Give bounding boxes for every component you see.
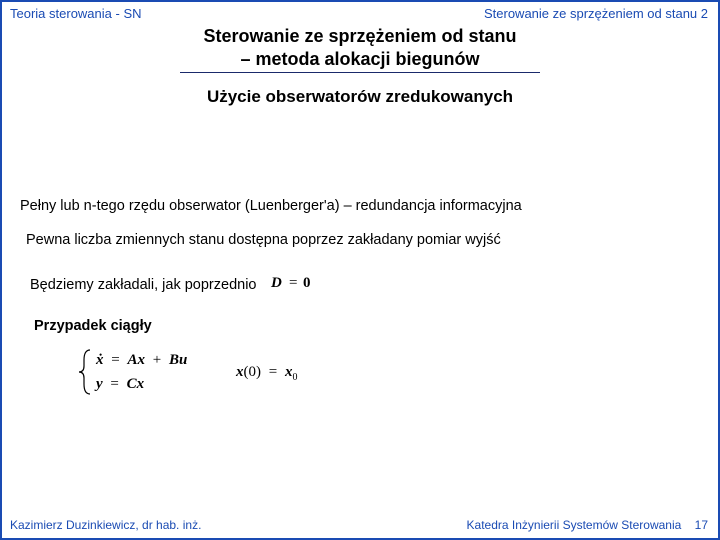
slide-footer: Kazimierz Duzinkiewicz, dr hab. inż. Kat… bbox=[2, 518, 718, 534]
equation-d-zero: D = 0 bbox=[269, 272, 323, 299]
title-line-2: – metoda alokacji biegunów bbox=[180, 48, 540, 71]
equation-system: ẋ = Ax + Bu y = Cx x(0) = x0 bbox=[76, 346, 704, 403]
svg-text:D: D bbox=[270, 275, 282, 291]
slide-header: Teoria sterowania - SN Sterowanie ze spr… bbox=[2, 2, 718, 23]
header-right: Sterowanie ze sprzężeniem od stanu 2 bbox=[484, 6, 708, 21]
svg-text:=: = bbox=[289, 275, 297, 291]
title-line-1: Sterowanie ze sprzężeniem od stanu bbox=[180, 25, 540, 48]
footer-left: Kazimierz Duzinkiewicz, dr hab. inż. bbox=[10, 518, 201, 532]
svg-text:ẋ = Ax: ẋ = Ax + Bu bbox=[95, 352, 187, 368]
svg-text:x(0) = x0: x(0) = x0 bbox=[235, 364, 297, 383]
page-number: 17 bbox=[685, 518, 708, 533]
title-block: Sterowanie ze sprzężeniem od stanu – met… bbox=[122, 25, 598, 73]
slide: Teoria sterowania - SN Sterowanie ze spr… bbox=[0, 0, 720, 540]
paragraph-3: Będziemy zakładali, jak poprzednio D = 0 bbox=[30, 272, 704, 299]
slide-body: Pełny lub n-tego rzędu obserwator (Luenb… bbox=[2, 197, 718, 403]
svg-text:y = Cx: y = Cx bbox=[94, 376, 145, 392]
subtitle: Użycie obserwatorów zredukowanych bbox=[2, 87, 718, 107]
paragraph-4: Przypadek ciągły bbox=[34, 317, 704, 337]
svg-text:0: 0 bbox=[303, 275, 311, 291]
header-left: Teoria sterowania - SN bbox=[10, 6, 142, 21]
footer-right: Katedra Inżynierii Systemów Sterowania bbox=[467, 518, 682, 532]
paragraph-2: Pewna liczba zmiennych stanu dostępna po… bbox=[26, 231, 704, 251]
paragraph-3-text: Będziemy zakładali, jak poprzednio bbox=[30, 277, 257, 293]
paragraph-1: Pełny lub n-tego rzędu obserwator (Luenb… bbox=[20, 197, 704, 217]
